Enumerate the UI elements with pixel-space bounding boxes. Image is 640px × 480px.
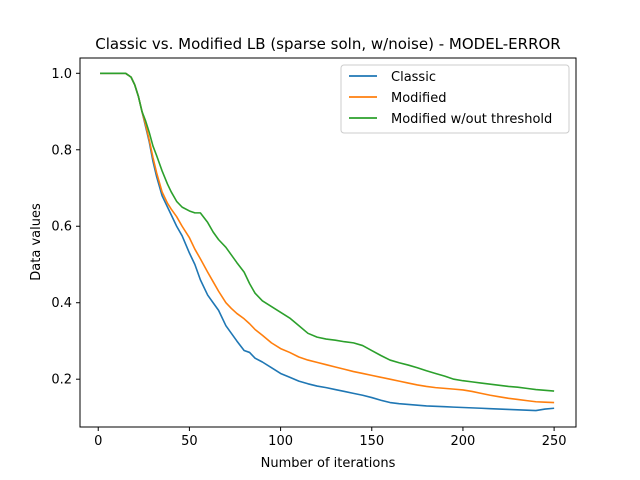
y-axis-title: Data values bbox=[29, 203, 44, 281]
x-tick-label: 50 bbox=[181, 434, 198, 449]
x-axis-title: Number of iterations bbox=[261, 456, 396, 471]
y-axis: 0.2 0.4 0.6 0.8 1.0 bbox=[51, 67, 80, 388]
legend-box bbox=[340, 64, 570, 134]
y-tick-label: 0.2 bbox=[51, 373, 72, 388]
y-tick-label: 1.0 bbox=[51, 67, 72, 82]
x-tick-label: 0 bbox=[94, 434, 102, 449]
x-tick-label: 200 bbox=[451, 434, 476, 449]
x-tick-label: 250 bbox=[542, 434, 567, 449]
x-tick-label: 100 bbox=[268, 434, 293, 449]
legend-label-0: Classic bbox=[391, 70, 436, 85]
series-line-2 bbox=[100, 72, 555, 392]
x-tick-label: 150 bbox=[359, 434, 384, 449]
legend: Classic Modified Modified w/out threshold bbox=[340, 64, 570, 134]
y-tick-label: 0.6 bbox=[51, 220, 72, 235]
x-axis: 0 50 100 150 200 250 bbox=[94, 427, 567, 449]
legend-label-2: Modified w/out threshold bbox=[391, 112, 552, 127]
series-line-1 bbox=[100, 72, 555, 404]
chart-title: Classic vs. Modified LB (sparse soln, w/… bbox=[95, 35, 560, 53]
y-tick-label: 0.8 bbox=[51, 143, 72, 158]
legend-label-1: Modified bbox=[391, 91, 446, 106]
y-tick-label: 0.4 bbox=[51, 296, 72, 311]
plot-area bbox=[100, 72, 555, 412]
axes-frame bbox=[79, 57, 577, 428]
series-line-0 bbox=[100, 72, 555, 412]
